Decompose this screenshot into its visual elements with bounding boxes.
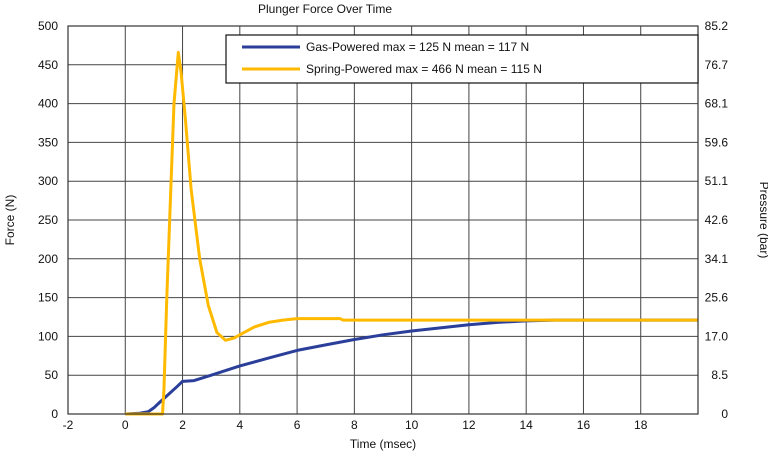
y2-tick-label: 59.6	[705, 135, 729, 149]
legend: Gas-Powered max = 125 N mean = 117 N Spr…	[225, 34, 699, 84]
y-tick-label: 300	[38, 174, 58, 188]
y2-tick-labels: 0 8.5 17.0 25.6 34.1 42.6 51.1 59.6 68.1 76.7 85.2	[705, 19, 729, 421]
x-tick-label: 10	[405, 418, 419, 432]
legend-box	[225, 34, 699, 84]
y2-axis-label: Pressure (bar)	[757, 182, 768, 259]
series-line-spring	[125, 50, 698, 416]
grid	[67, 25, 698, 415]
y2-tick-label: 68.1	[705, 97, 729, 111]
series-line-gas	[125, 318, 698, 416]
legend-label-gas: Gas-Powered max = 125 N mean = 117 N	[306, 40, 529, 54]
y2-tick-label: 51.1	[705, 174, 729, 188]
y2-tick-label: 25.6	[705, 291, 729, 305]
y-tick-label: 250	[38, 213, 58, 227]
y2-tick-label: 0	[721, 407, 728, 421]
y-tick-label: 100	[38, 329, 58, 343]
x-tick-label: 14	[520, 418, 534, 432]
y2-tick-label: 76.7	[705, 58, 729, 72]
x-tick-label: 12	[462, 418, 476, 432]
x-tick-label: 8	[351, 418, 358, 432]
y2-tick-label: 34.1	[705, 252, 729, 266]
y2-tick-label: 17.0	[705, 329, 729, 343]
legend-label-spring: Spring-Powered max = 466 N mean = 115 N	[306, 62, 542, 76]
x-tick-label: 18	[634, 418, 648, 432]
y-tick-label: 350	[38, 135, 58, 149]
y2-tick-label: 8.5	[711, 368, 728, 382]
x-tick-label: 2	[179, 418, 186, 432]
y-axis-label: Force (N)	[3, 195, 17, 246]
series-lines	[125, 50, 698, 416]
x-tick-label: 0	[122, 418, 129, 432]
x-tick-label: 4	[236, 418, 243, 432]
y-tick-label: 500	[38, 19, 58, 33]
y-tick-label: 200	[38, 252, 58, 266]
x-tick-labels: -2 0 2 4 6 8 10 12 14 16 18	[63, 418, 648, 432]
x-axis-label: Time (msec)	[350, 437, 416, 451]
plot-frame	[67, 25, 699, 415]
y-tick-label: 0	[51, 407, 58, 421]
x-tick-label: 16	[577, 418, 591, 432]
x-tick-label: -2	[63, 418, 74, 432]
chart-title: Plunger Force Over Time	[258, 2, 392, 16]
x-tick-label: 6	[294, 418, 301, 432]
y-tick-label: 150	[38, 291, 58, 305]
y-tick-labels: 0 50 100 150 200 250 300 350 400 450 500	[38, 19, 58, 421]
y2-tick-label: 85.2	[705, 19, 729, 33]
y-tick-label: 450	[38, 58, 58, 72]
y-tick-label: 50	[45, 368, 59, 382]
y2-tick-label: 42.6	[705, 213, 729, 227]
y-tick-label: 400	[38, 97, 58, 111]
